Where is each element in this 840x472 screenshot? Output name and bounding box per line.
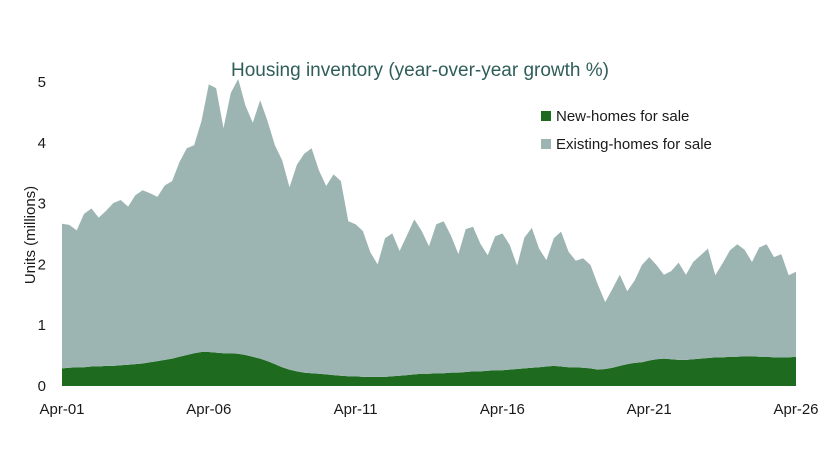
x-tick-labels: Apr-01 Apr-06 Apr-11 Apr-16 Apr-21 Apr-26	[39, 401, 818, 418]
y-tick-label: 2	[38, 256, 46, 273]
area-series-new-homes	[62, 352, 796, 386]
legend-swatch-new-homes	[541, 111, 551, 121]
x-tick-label: Apr-11	[334, 401, 378, 418]
x-tick-label: Apr-01	[39, 401, 84, 418]
x-tick-label: Apr-26	[773, 401, 818, 418]
y-tick-label: 4	[38, 135, 46, 152]
y-tick-labels: 0 1 2 3 4 5	[38, 74, 46, 395]
legend-label-new-homes: New-homes for sale	[556, 108, 689, 125]
chart-title: Housing inventory (year-over-year growth…	[231, 60, 609, 81]
x-tick-label: Apr-16	[480, 401, 525, 418]
y-tick-label: 1	[38, 317, 46, 334]
area-series-group	[62, 79, 796, 386]
legend: New-homes for sale Existing-homes for sa…	[541, 108, 712, 153]
y-axis-label: Units (millions)	[22, 186, 39, 284]
y-tick-label: 0	[38, 378, 46, 395]
y-tick-label: 3	[38, 196, 46, 213]
y-tick-label: 5	[38, 74, 46, 91]
area-series-existing-homes	[62, 79, 796, 377]
legend-swatch-existing-homes	[541, 139, 551, 149]
x-tick-label: Apr-21	[627, 401, 672, 418]
x-tick-label: Apr-06	[186, 401, 231, 418]
legend-label-existing-homes: Existing-homes for sale	[556, 136, 712, 153]
